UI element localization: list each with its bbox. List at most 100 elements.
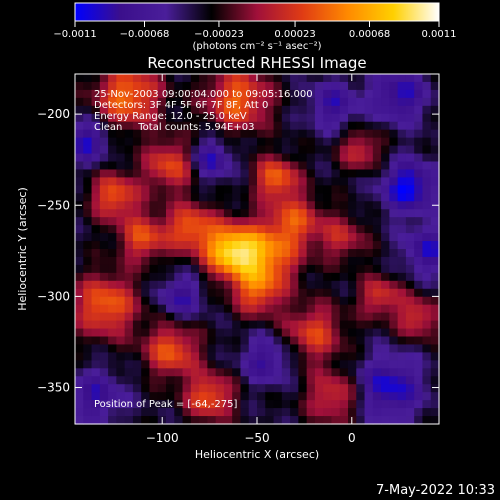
heatmap-cell: [397, 376, 407, 385]
heatmap-cell: [91, 81, 101, 91]
heatmap-cell: [116, 264, 126, 274]
heatmap-cell: [190, 193, 200, 202]
heatmap-cell: [397, 81, 407, 91]
heatmap-cell: [397, 384, 407, 393]
heatmap-cell: [281, 400, 291, 409]
heatmap-cell: [356, 209, 366, 218]
heatmap-cell: [83, 89, 93, 99]
heatmap-cell: [91, 129, 101, 139]
heatmap-cell: [174, 105, 184, 115]
heatmap-cell: [265, 408, 275, 417]
heatmap-cell: [414, 368, 424, 377]
heatmap-cell: [248, 81, 258, 91]
heatmap-cell: [215, 408, 225, 417]
heatmap-cell: [430, 161, 440, 171]
heatmap-cell: [273, 169, 283, 178]
heatmap-cell: [405, 352, 415, 361]
heatmap-cell: [199, 392, 208, 401]
heatmap-cell: [99, 400, 109, 409]
heatmap-cell: [422, 129, 432, 139]
heatmap-cell: [364, 89, 374, 99]
heatmap-cell: [83, 384, 93, 393]
heatmap-cell: [414, 233, 424, 242]
heatmap-cell: [207, 272, 217, 282]
heatmap-cell: [405, 121, 415, 131]
heatmap-cell: [331, 177, 341, 186]
heatmap-cell: [314, 408, 324, 417]
heatmap-cell: [240, 169, 250, 178]
heatmap-cell: [381, 272, 390, 282]
heatmap-cell: [372, 304, 382, 314]
heatmap-cell: [182, 360, 192, 369]
heatmap-cell: [141, 328, 151, 338]
heatmap-cell: [422, 97, 432, 107]
heatmap-cell: [397, 400, 407, 409]
heatmap-cell: [348, 225, 357, 234]
heatmap-cell: [240, 201, 250, 210]
heatmap-cell: [339, 225, 349, 234]
heatmap-cell: [372, 129, 382, 139]
heatmap-cell: [356, 113, 366, 123]
heatmap-cell: [364, 241, 374, 250]
heatmap-cell: [281, 312, 291, 322]
heatmap-cell: [199, 97, 208, 107]
heatmap-cell: [348, 376, 357, 385]
heatmap-cell: [124, 344, 134, 353]
heatmap-cell: [422, 256, 432, 266]
heatmap-cell: [430, 336, 440, 346]
heatmap-cell: [257, 272, 266, 282]
heatmap-cell: [157, 280, 167, 290]
heatmap-cell: [323, 241, 333, 250]
heatmap-cell: [348, 193, 357, 202]
heatmap-cell: [339, 376, 349, 385]
heatmap-cell: [273, 384, 283, 393]
x-tick-label: −50: [244, 431, 269, 445]
heatmap-cell: [116, 296, 126, 306]
heatmap-cell: [215, 81, 225, 91]
heatmap-cell: [157, 360, 167, 369]
heatmap-cell: [99, 376, 109, 385]
heatmap-cell: [273, 145, 283, 155]
heatmap-cell: [422, 89, 432, 99]
heatmap-cell: [430, 304, 440, 314]
heatmap-cell: [124, 169, 134, 178]
heatmap-cell: [265, 376, 275, 385]
heatmap-cell: [141, 105, 151, 115]
heatmap-cell: [157, 113, 167, 123]
heatmap-cell: [99, 201, 109, 210]
heatmap-cell: [323, 177, 333, 186]
heatmap-cell: [232, 89, 242, 99]
heatmap-cell: [166, 320, 175, 330]
heatmap-cell: [314, 384, 324, 393]
heatmap-cell: [99, 320, 109, 330]
heatmap-cell: [240, 416, 250, 425]
heatmap-cell: [306, 408, 316, 417]
heatmap-cell: [257, 153, 266, 163]
heatmap-cell: [157, 344, 167, 353]
heatmap-cell: [116, 249, 126, 258]
heatmap-cell: [157, 288, 167, 298]
heatmap-cell: [91, 368, 101, 377]
heatmap-cell: [207, 153, 217, 163]
heatmap-cell: [331, 185, 341, 194]
heatmap-cell: [397, 153, 407, 163]
heatmap-cell: [257, 416, 266, 425]
heatmap-cell: [248, 384, 258, 393]
heatmap-cell: [414, 328, 424, 338]
heatmap-cell: [91, 280, 101, 290]
heatmap-cell: [240, 384, 250, 393]
heatmap-cell: [265, 249, 275, 258]
heatmap-cell: [99, 177, 109, 186]
heatmap-cell: [166, 368, 175, 377]
heatmap-cell: [215, 153, 225, 163]
heatmap-cell: [405, 256, 415, 266]
heatmap-cell: [240, 137, 250, 147]
heatmap-cell: [422, 384, 432, 393]
heatmap-cell: [348, 169, 357, 178]
heatmap-cell: [75, 336, 84, 346]
heatmap-cell: [207, 416, 217, 425]
heatmap-cell: [306, 74, 316, 83]
heatmap-cell: [116, 272, 126, 282]
heatmap-cell: [281, 137, 291, 147]
heatmap-cell: [257, 304, 266, 314]
